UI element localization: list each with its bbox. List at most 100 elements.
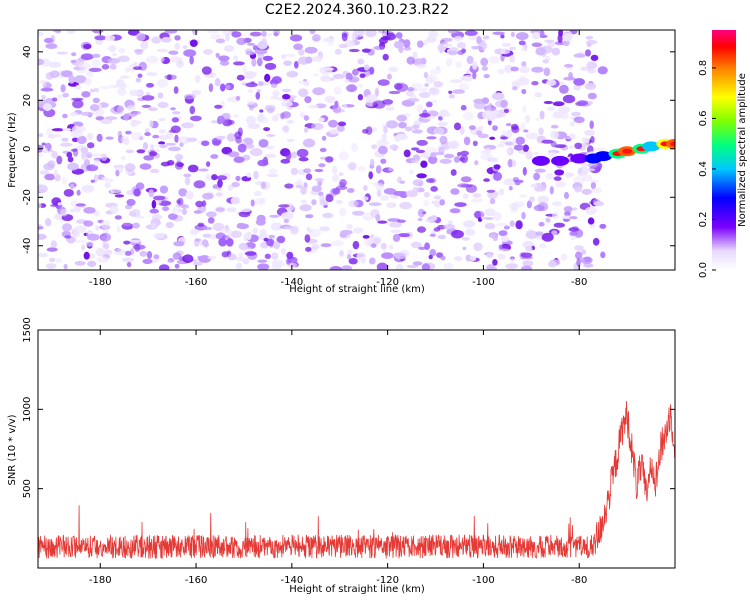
noise-dot xyxy=(424,83,429,87)
noise-dot xyxy=(304,96,312,104)
noise-dot xyxy=(398,121,407,129)
noise-dot xyxy=(281,111,291,119)
noise-dot xyxy=(305,214,314,219)
noise-dot xyxy=(257,259,268,263)
noise-dot xyxy=(285,53,296,57)
noise-dot xyxy=(311,199,317,206)
noise-dot xyxy=(253,190,262,197)
noise-dot xyxy=(159,185,169,194)
noise-dot xyxy=(156,48,168,53)
noise-dot xyxy=(586,42,592,48)
noise-dot xyxy=(45,97,53,103)
noise-dot xyxy=(430,152,437,158)
noise-dot xyxy=(251,58,257,67)
noise-dot xyxy=(319,147,327,153)
noise-dot xyxy=(360,258,367,264)
snr-y-ticks: 500 1000 1500 xyxy=(22,317,675,498)
noise-dot xyxy=(387,66,399,73)
noise-dot xyxy=(285,151,292,161)
noise-dot xyxy=(521,211,526,220)
noise-dot xyxy=(378,145,388,155)
noise-dot xyxy=(406,264,419,269)
noise-dot xyxy=(377,30,384,34)
noise-dot xyxy=(107,58,120,64)
noise-dot xyxy=(522,144,529,152)
noise-dot xyxy=(593,200,604,207)
noise-dot xyxy=(283,226,296,230)
noise-dot xyxy=(80,146,89,155)
noise-dot xyxy=(500,48,511,55)
noise-dot xyxy=(201,66,212,75)
noise-dot xyxy=(441,113,446,118)
noise-dot xyxy=(486,103,492,113)
noise-dot xyxy=(233,61,245,66)
noise-dot xyxy=(142,258,153,265)
noise-dot xyxy=(425,101,433,108)
noise-dot xyxy=(132,222,140,229)
noise-dot xyxy=(584,82,597,90)
noise-dot xyxy=(219,60,230,66)
noise-dot xyxy=(125,67,130,73)
noise-dot xyxy=(126,198,136,206)
noise-dot xyxy=(516,32,529,41)
noise-dot xyxy=(500,34,505,39)
noise-dot xyxy=(364,30,377,38)
noise-dot xyxy=(332,105,342,114)
noise-dot xyxy=(104,182,111,189)
noise-dot xyxy=(341,32,348,42)
noise-dot xyxy=(126,261,132,268)
noise-dot xyxy=(438,146,445,154)
noise-dot xyxy=(433,127,445,135)
noise-dot xyxy=(245,143,255,149)
noise-dot xyxy=(168,258,175,261)
noise-dot xyxy=(83,207,96,214)
noise-dot xyxy=(264,153,277,158)
noise-dot xyxy=(57,202,62,206)
noise-dot xyxy=(486,189,496,193)
noise-dot xyxy=(55,258,63,263)
noise-dot xyxy=(100,235,108,241)
noise-dot xyxy=(548,151,557,158)
noise-dot xyxy=(429,248,437,257)
noise-dot xyxy=(114,194,125,198)
noise-dot xyxy=(184,176,191,186)
noise-dot xyxy=(206,161,211,168)
noise-dot xyxy=(329,128,339,135)
noise-dot xyxy=(237,143,247,153)
noise-dot xyxy=(525,114,530,124)
noise-dot xyxy=(242,65,247,74)
noise-dot xyxy=(462,246,467,251)
noise-dot xyxy=(260,181,267,189)
noise-dot xyxy=(309,30,316,35)
noise-dot xyxy=(476,130,482,136)
signal-track-segment xyxy=(594,151,613,162)
noise-dot xyxy=(356,252,367,261)
noise-dot xyxy=(61,177,67,185)
x-tick-label: -160 xyxy=(185,575,208,586)
noise-dot xyxy=(159,56,165,63)
noise-dot xyxy=(444,153,455,159)
noise-dot xyxy=(420,160,428,168)
noise-dot xyxy=(500,235,510,243)
noise-dot xyxy=(377,79,390,86)
signal-track-peak xyxy=(622,148,633,154)
noise-dot xyxy=(489,136,496,140)
noise-dot xyxy=(91,59,101,68)
noise-dot xyxy=(463,136,471,146)
noise-dot xyxy=(438,115,443,121)
noise-dot xyxy=(361,48,371,53)
noise-dot xyxy=(520,252,533,258)
noise-dot xyxy=(334,48,342,55)
noise-dot xyxy=(374,87,379,97)
noise-dot xyxy=(520,122,525,131)
signal-track-peak xyxy=(670,141,675,147)
noise-dot xyxy=(50,240,57,249)
noise-dot xyxy=(100,85,111,90)
noise-dot xyxy=(462,111,474,121)
y-tick-label: -20 xyxy=(22,189,33,205)
noise-dot xyxy=(508,185,513,191)
noise-dot xyxy=(191,89,202,96)
noise-dot xyxy=(336,125,345,132)
noise-dot xyxy=(245,115,256,125)
noise-dot xyxy=(443,262,454,270)
